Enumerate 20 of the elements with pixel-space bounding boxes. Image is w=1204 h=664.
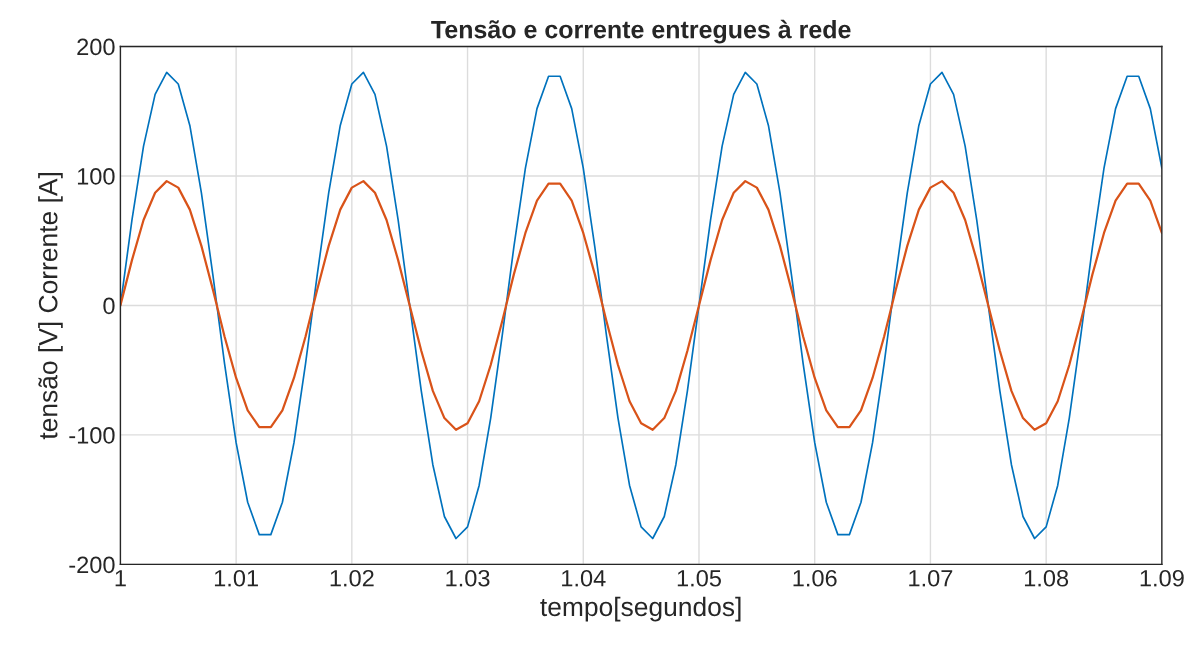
y-tick-label: 0 — [103, 297, 115, 315]
y-tick-label: -100 — [69, 426, 115, 444]
x-tick-label: 1.08 — [1024, 569, 1069, 587]
x-tick-label: 1.09 — [1140, 569, 1184, 587]
x-tick-label: 1.01 — [214, 569, 258, 587]
y-tick-label: 100 — [77, 168, 115, 185]
x-tick-label: 1.05 — [677, 569, 721, 587]
line-series — [120, 71, 1162, 540]
y-tick-label: 200 — [77, 38, 115, 56]
chart-title: Tensão e corrente entregues à rede — [431, 19, 851, 44]
x-tick-label: 1 — [115, 570, 126, 587]
x-tick-label: 1.04 — [562, 569, 606, 587]
x-tick-label: 1.02 — [330, 569, 374, 587]
x-tick-label: 1.07 — [909, 569, 953, 587]
y-axis-title: tensão [V] Corrente [A] — [38, 173, 63, 440]
x-tick-label: 1.03 — [446, 569, 490, 587]
x-tick-label: 1.06 — [793, 569, 837, 587]
y-tick-label: -200 — [69, 556, 115, 574]
line-series — [120, 180, 1162, 431]
x-axis-title: tempo[segundos] — [540, 596, 741, 622]
